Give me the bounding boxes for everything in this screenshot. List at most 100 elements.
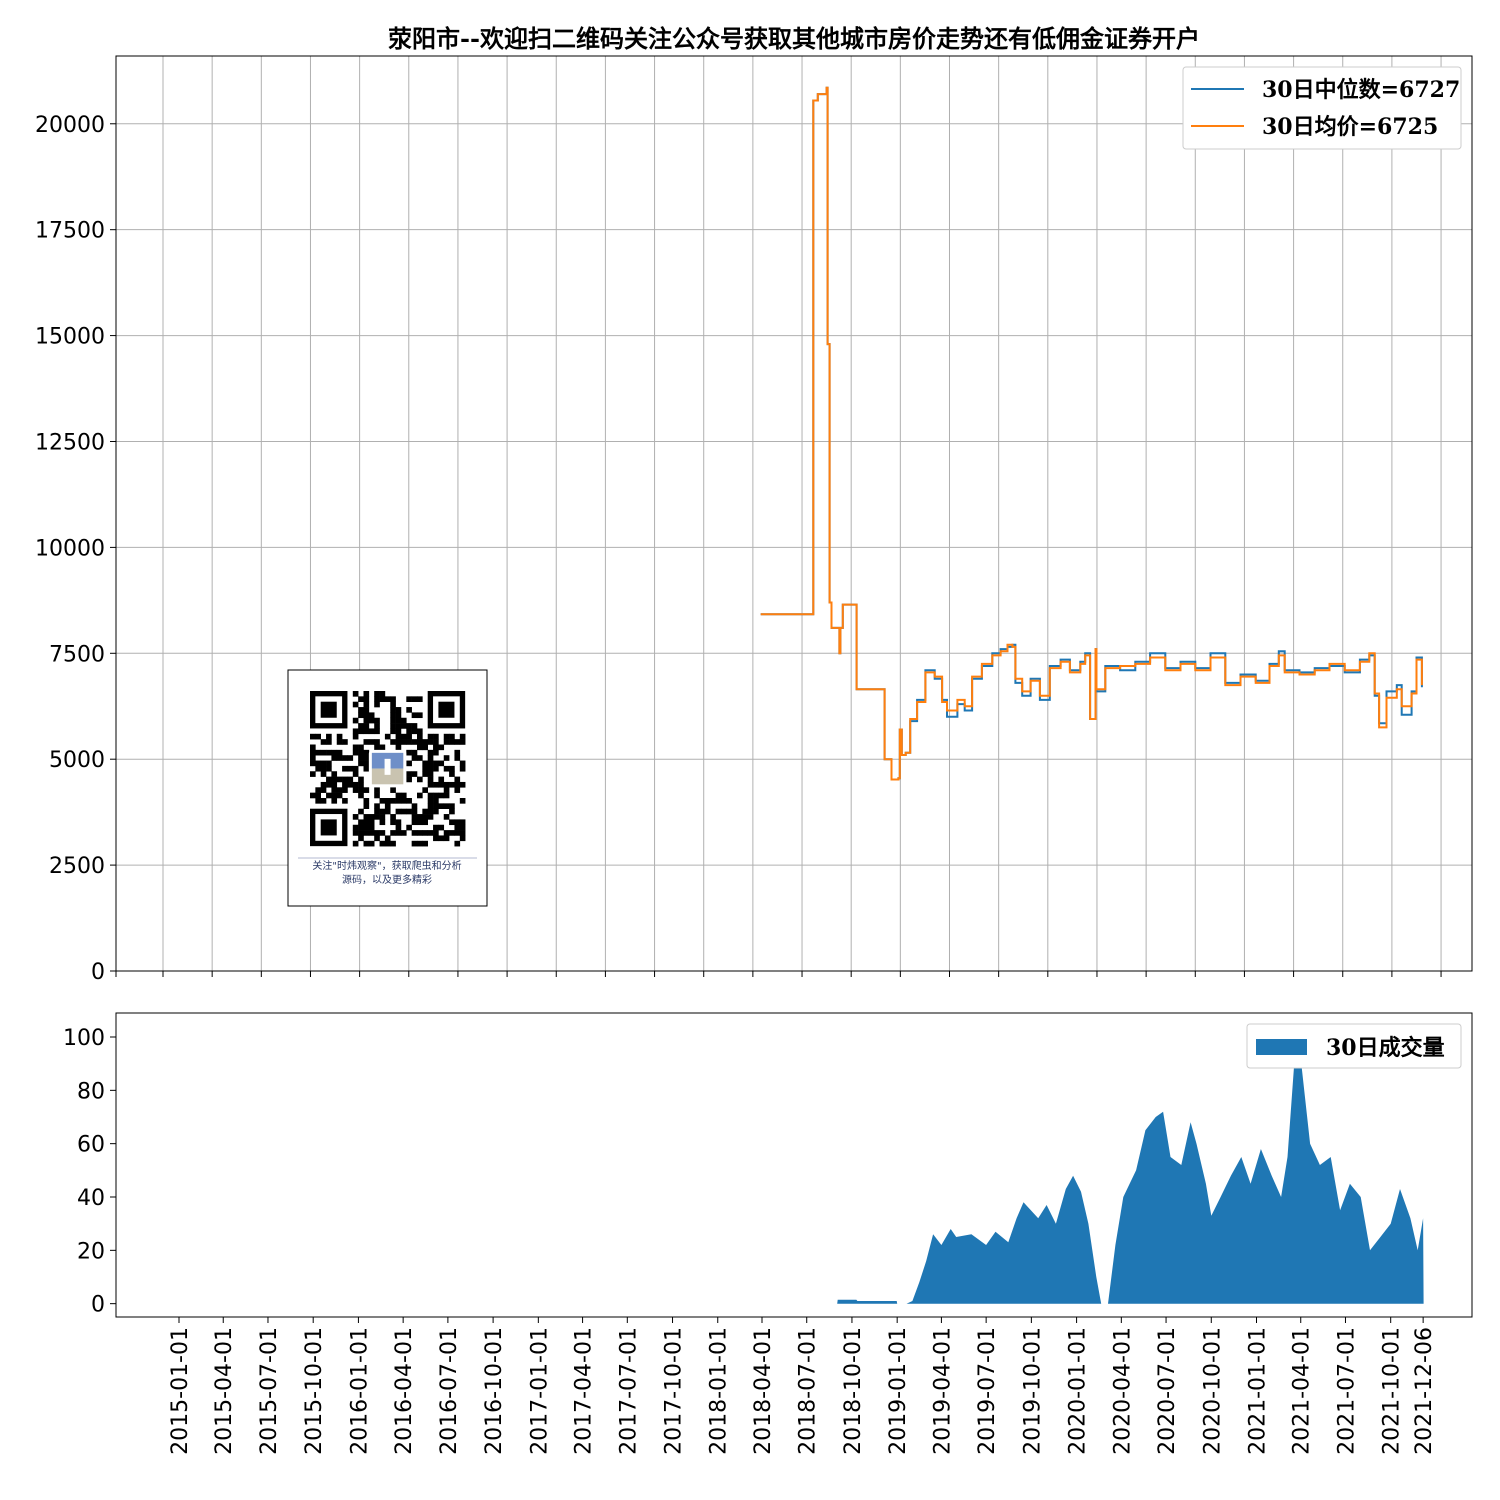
qr-module <box>395 733 402 740</box>
qr-module <box>443 733 450 740</box>
qr-module <box>358 787 364 793</box>
qr-module <box>320 765 327 772</box>
bottom-x-tick-label: 2015-01-01 <box>168 1327 193 1455</box>
qr-module <box>352 840 359 847</box>
qr-module <box>352 691 359 697</box>
qr-module <box>449 739 455 745</box>
qr-module <box>379 819 386 826</box>
qr-module <box>459 765 466 772</box>
bottom-x-tick-label: 2018-04-01 <box>751 1327 776 1455</box>
qr-module <box>352 787 359 793</box>
qr-module <box>417 739 423 745</box>
legend-label-volume: 30日成交量 <box>1326 1035 1445 1061</box>
qr-module <box>368 824 375 831</box>
qr-module <box>342 776 348 783</box>
qr-module <box>422 765 428 772</box>
qr-module <box>400 792 407 799</box>
qr-module <box>427 749 434 756</box>
qr-module <box>411 749 418 756</box>
qr-module <box>358 830 364 836</box>
qr-module <box>459 830 466 836</box>
qr-module <box>352 765 359 772</box>
qr-module <box>433 781 439 788</box>
bottom-x-tick-label: 2019-10-01 <box>1020 1327 1045 1455</box>
qr-module <box>347 765 354 772</box>
bottom-y-tick-label: 40 <box>77 1186 105 1211</box>
bottom-x-tick-label: 2019-07-01 <box>975 1327 1000 1455</box>
qr-module <box>352 771 359 777</box>
qr-module <box>363 760 370 767</box>
qr-module <box>379 798 386 804</box>
qr-module <box>449 771 455 777</box>
qr-module <box>454 819 461 826</box>
bottom-x-tick-label: 2021-01-01 <box>1245 1327 1270 1455</box>
qr-module <box>417 840 423 847</box>
bottom-x-tick-label: 2021-10-01 <box>1380 1327 1405 1455</box>
top-y-tick-label: 2500 <box>49 854 105 879</box>
qr-module <box>433 824 439 831</box>
qr-module <box>368 814 375 820</box>
qr-module <box>363 803 370 809</box>
qr-module <box>352 701 359 708</box>
qr-module <box>433 808 439 815</box>
qr-module <box>406 824 412 831</box>
qr-module <box>459 835 466 842</box>
qr-module <box>400 739 407 745</box>
qr-module <box>363 824 370 831</box>
qr-module <box>374 792 380 799</box>
qr-module <box>374 728 380 735</box>
qr-module <box>433 830 439 836</box>
bottom-x-tick-label: 2016-04-01 <box>392 1327 417 1455</box>
qr-code-box: 关注"时炜观察"，获取爬虫和分析 源码，以及更多精彩 <box>287 669 488 907</box>
qr-module <box>331 781 338 788</box>
qr-module <box>326 765 332 772</box>
bottom-y-tick-label: 60 <box>77 1133 105 1158</box>
qr-module <box>406 733 412 740</box>
qr-module <box>400 808 407 815</box>
qr-module <box>427 760 434 767</box>
qr-module <box>417 814 423 820</box>
qr-module <box>384 696 391 702</box>
qr-module <box>358 824 364 831</box>
qr-module <box>438 781 445 788</box>
qr-module <box>352 728 359 735</box>
qr-module <box>326 733 332 740</box>
qr-module <box>374 701 380 708</box>
qr-module <box>315 760 321 767</box>
qr-module <box>411 712 418 719</box>
qr-module <box>363 701 370 708</box>
qr-module <box>443 787 450 793</box>
qr-module <box>320 798 327 804</box>
qr-module <box>438 835 445 842</box>
top-legend-frame <box>1182 66 1462 150</box>
qr-module <box>363 840 370 847</box>
qr-module <box>454 781 461 788</box>
qr-module <box>374 787 380 793</box>
qr-module <box>342 765 348 772</box>
qr-module <box>406 749 412 756</box>
qr-module <box>433 739 439 745</box>
top-grid <box>116 56 1472 972</box>
qr-module <box>352 733 359 740</box>
qr-module <box>358 712 364 719</box>
bottom-x-tick-label: 2018-01-01 <box>707 1327 732 1455</box>
qr-module <box>427 771 434 777</box>
bottom-y-tick-label: 80 <box>77 1079 105 1104</box>
qr-module <box>438 744 445 751</box>
top-y-tick-label: 12500 <box>35 430 105 455</box>
qr-module <box>417 696 423 702</box>
qr-module <box>395 739 402 745</box>
qr-module <box>358 781 364 788</box>
chart-title: 荥阳市--欢迎扫二维码关注公众号获取其他城市房价走势还有低佣金证券开户 <box>388 24 1200 53</box>
qr-module <box>406 760 412 767</box>
qr-module <box>358 819 364 826</box>
qr-module <box>379 840 386 847</box>
qr-module <box>315 792 321 799</box>
series-median-line <box>760 86 1423 781</box>
qr-module <box>358 808 364 815</box>
qr-module <box>368 717 375 724</box>
qr-module <box>411 830 418 836</box>
qr-module <box>433 798 439 804</box>
qr-module <box>395 707 402 713</box>
